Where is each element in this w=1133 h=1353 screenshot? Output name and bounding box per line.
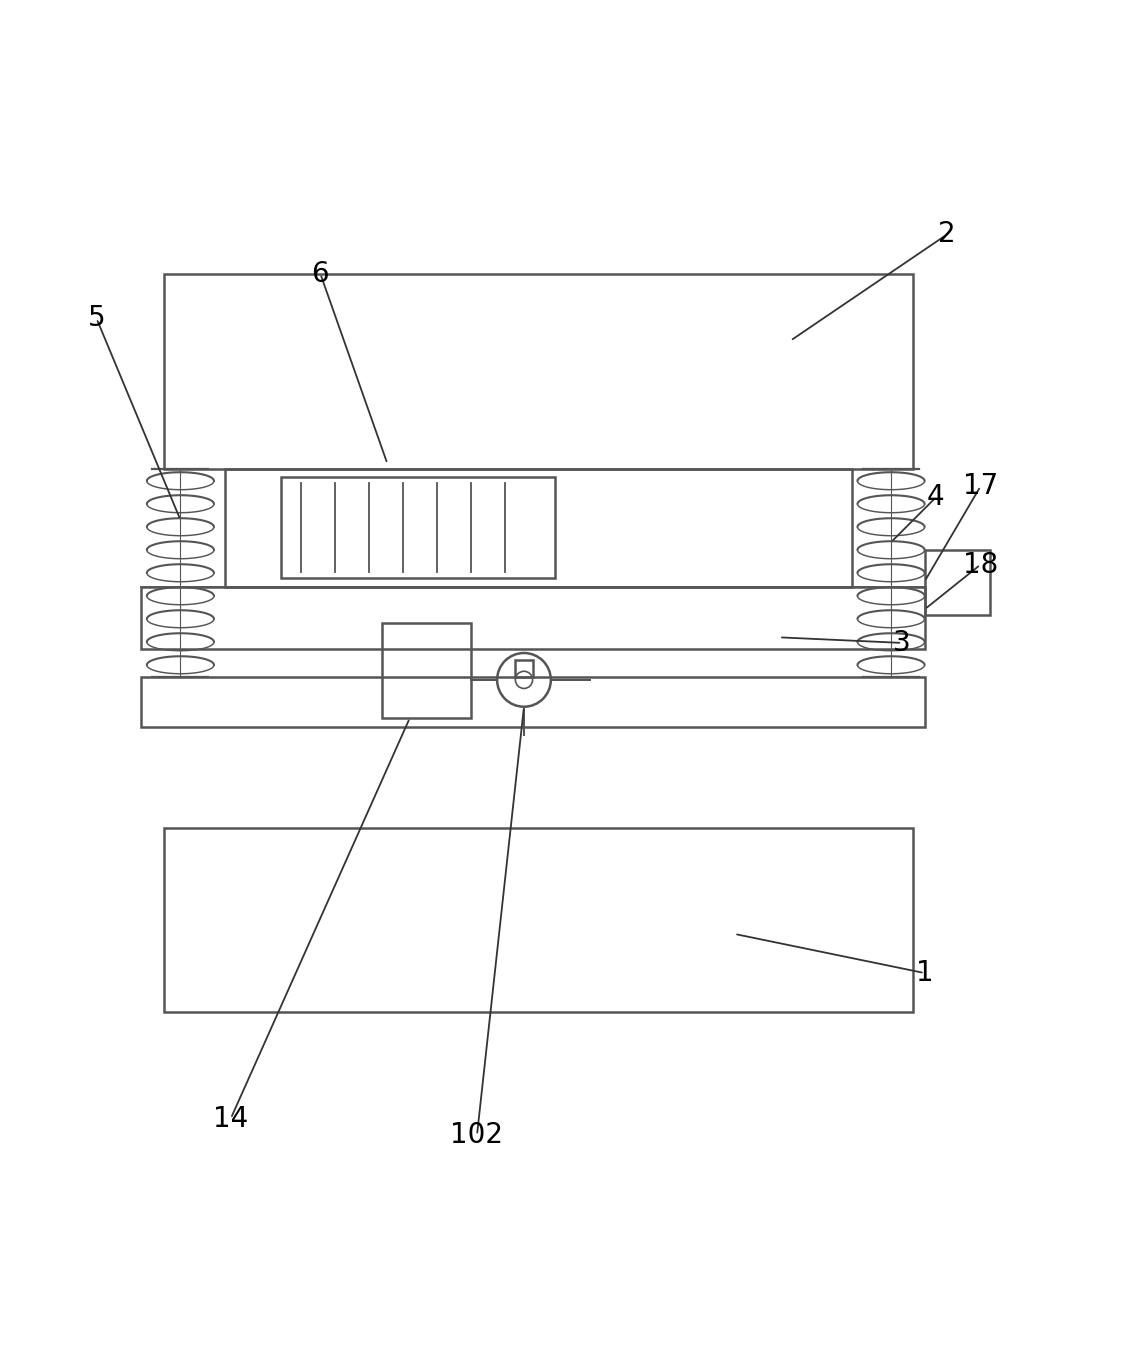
Text: 2: 2: [938, 221, 956, 249]
Bar: [142, 676, 925, 727]
Text: 102: 102: [451, 1122, 503, 1149]
Text: 1: 1: [915, 959, 934, 988]
Text: 6: 6: [312, 260, 329, 288]
Bar: [163, 273, 913, 469]
Text: 18: 18: [963, 551, 998, 579]
Bar: [225, 469, 852, 587]
Bar: [925, 551, 989, 616]
Text: 3: 3: [893, 629, 911, 658]
Bar: [516, 660, 533, 676]
Bar: [163, 828, 913, 1012]
Text: 14: 14: [213, 1104, 248, 1132]
Text: 17: 17: [963, 472, 998, 501]
Bar: [382, 622, 471, 718]
Text: 5: 5: [87, 304, 105, 333]
Bar: [142, 587, 925, 648]
Bar: [281, 478, 555, 578]
Text: 4: 4: [927, 483, 945, 511]
